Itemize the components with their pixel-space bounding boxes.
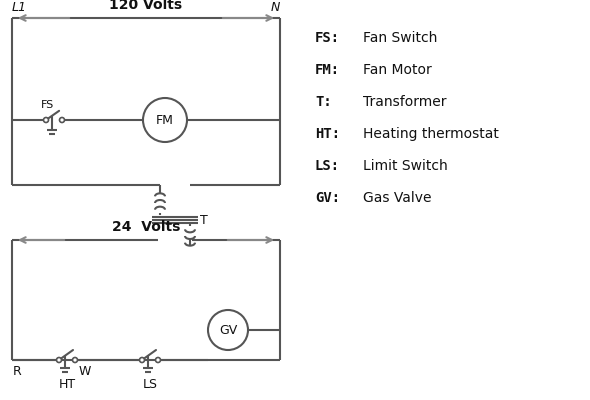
Text: HT:: HT:: [315, 127, 340, 141]
Text: HT: HT: [58, 378, 76, 391]
Text: 24  Volts: 24 Volts: [112, 220, 180, 234]
Text: L1: L1: [12, 1, 27, 14]
Circle shape: [139, 358, 145, 362]
Text: LS: LS: [143, 378, 158, 391]
Text: T:: T:: [315, 95, 332, 109]
Text: N: N: [270, 1, 280, 14]
Text: FM: FM: [156, 114, 174, 126]
Circle shape: [208, 310, 248, 350]
Circle shape: [73, 358, 77, 362]
Text: FS: FS: [41, 100, 55, 110]
Text: LS:: LS:: [315, 159, 340, 173]
Text: Transformer: Transformer: [363, 95, 447, 109]
Circle shape: [44, 118, 48, 122]
Text: 120 Volts: 120 Volts: [109, 0, 182, 12]
Text: FS:: FS:: [315, 31, 340, 45]
Text: W: W: [79, 365, 91, 378]
Text: GV: GV: [219, 324, 237, 336]
Circle shape: [143, 98, 187, 142]
Text: GV:: GV:: [315, 191, 340, 205]
Text: Fan Switch: Fan Switch: [363, 31, 437, 45]
Circle shape: [156, 358, 160, 362]
Circle shape: [60, 118, 64, 122]
Text: R: R: [13, 365, 22, 378]
Circle shape: [57, 358, 61, 362]
Text: Gas Valve: Gas Valve: [363, 191, 431, 205]
Text: Fan Motor: Fan Motor: [363, 63, 432, 77]
Text: FM:: FM:: [315, 63, 340, 77]
Text: Limit Switch: Limit Switch: [363, 159, 448, 173]
Text: T: T: [200, 214, 208, 226]
Text: Heating thermostat: Heating thermostat: [363, 127, 499, 141]
